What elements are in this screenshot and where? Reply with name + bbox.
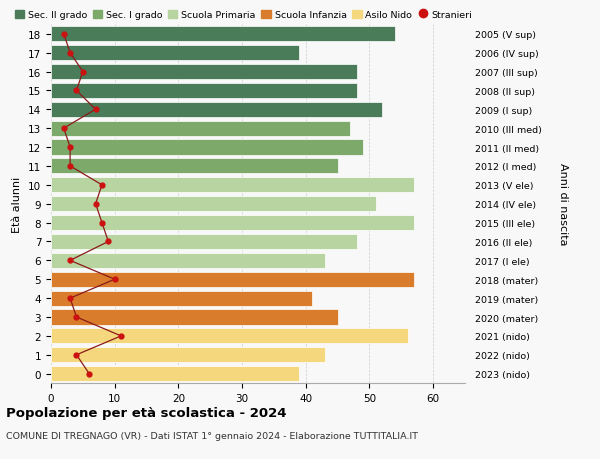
Bar [51, 46, 299, 61]
Bar [51, 84, 357, 99]
Bar [51, 347, 325, 363]
Bar [51, 65, 357, 80]
Bar [51, 197, 376, 212]
Bar [51, 291, 312, 306]
Y-axis label: Età alunni: Età alunni [13, 176, 22, 232]
Bar [51, 102, 382, 118]
Bar [51, 253, 325, 269]
Bar [51, 27, 395, 42]
Legend: Sec. II grado, Sec. I grado, Scuola Primaria, Scuola Infanzia, Asilo Nido, Stran: Sec. II grado, Sec. I grado, Scuola Prim… [11, 7, 476, 24]
Bar [51, 310, 338, 325]
Text: Popolazione per età scolastica - 2024: Popolazione per età scolastica - 2024 [6, 406, 287, 419]
Bar [51, 159, 338, 174]
Bar [51, 216, 414, 230]
Bar [51, 178, 414, 193]
Y-axis label: Anni di nascita: Anni di nascita [558, 163, 568, 246]
Bar [51, 235, 357, 250]
Bar [51, 272, 414, 287]
Bar [51, 140, 363, 155]
Bar [51, 329, 407, 344]
Bar [51, 366, 299, 381]
Text: COMUNE DI TREGNAGO (VR) - Dati ISTAT 1° gennaio 2024 - Elaborazione TUTTITALIA.I: COMUNE DI TREGNAGO (VR) - Dati ISTAT 1° … [6, 431, 418, 441]
Bar [51, 121, 350, 136]
